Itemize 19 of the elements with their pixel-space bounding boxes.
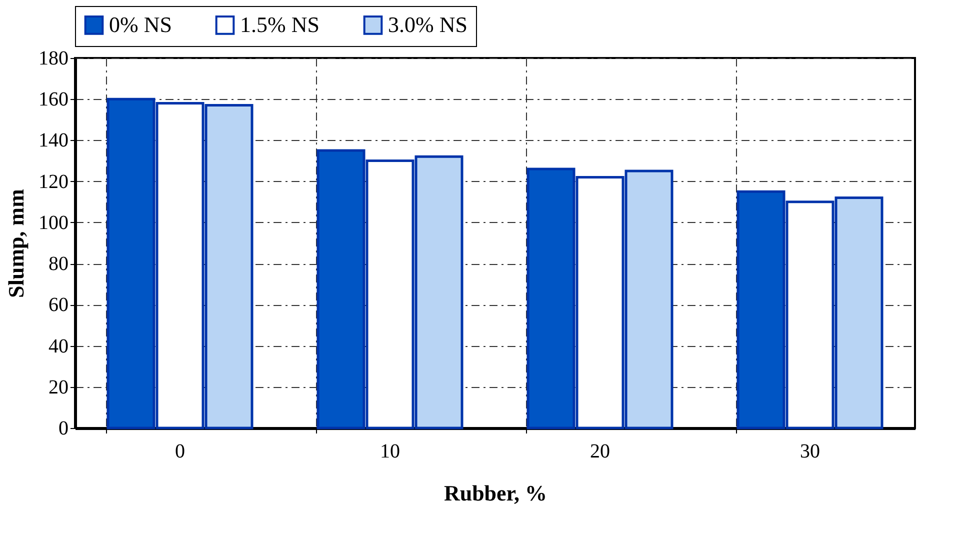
y-tick-label: 80	[48, 253, 68, 276]
x-axis-title: Rubber, %	[444, 480, 548, 506]
y-tick-label: 20	[48, 376, 68, 398]
legend-label: 1.5% NS	[240, 12, 320, 38]
x-tick-label: 10	[380, 440, 400, 462]
y-tick-label: 160	[38, 88, 68, 111]
y-tick-label: 40	[48, 335, 68, 358]
y-tick-label: 180	[38, 48, 68, 70]
x-tick-label: 0	[175, 440, 185, 462]
y-tick-label: 120	[38, 170, 68, 193]
legend-label: 3.0% NS	[388, 12, 468, 38]
y-axis-title: Slump, mm	[4, 189, 28, 298]
y-tick-label: 60	[48, 294, 68, 316]
x-tick-label: 20	[590, 440, 610, 462]
y-tick-label: 100	[38, 212, 68, 234]
y-tick-label: 0	[58, 418, 68, 440]
y-tick-label: 140	[38, 130, 68, 152]
legend-label: 0% NS	[109, 12, 172, 38]
x-tick-label: 30	[800, 440, 820, 462]
